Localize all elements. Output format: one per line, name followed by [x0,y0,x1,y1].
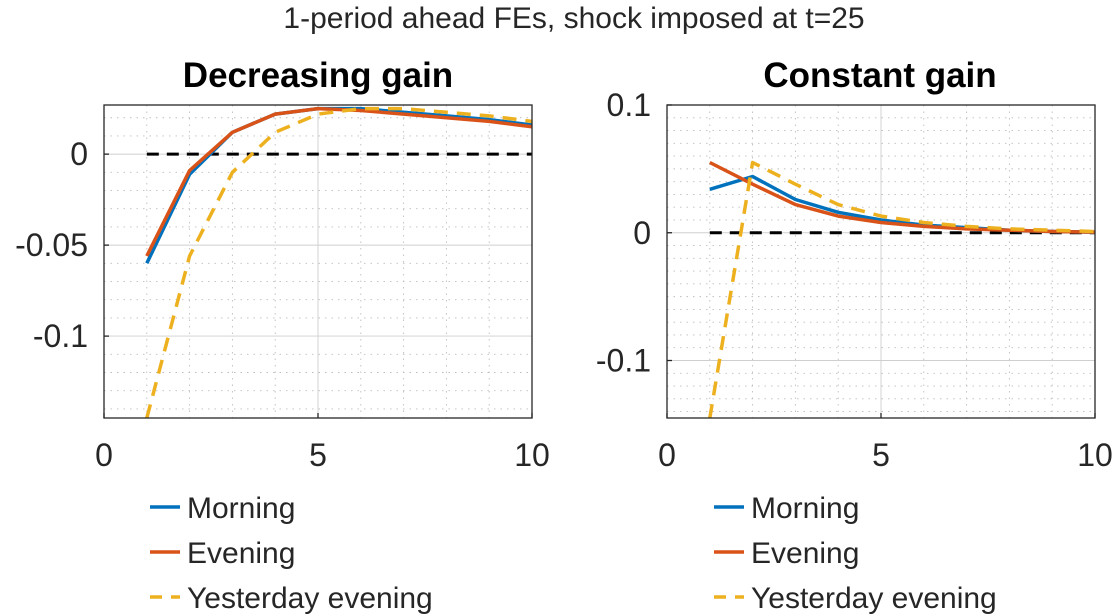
series-line-yesterday-evening [145,106,532,418]
x-tick-label: 0 [658,437,676,473]
y-tick-label: -0.1 [33,318,88,354]
x-tick-label: 0 [95,437,113,473]
legend: Morning Evening Yesterday evening [150,492,433,615]
tick-layer: 0 5 10 -0.1 0 0.1 [596,87,1113,473]
y-tick-label: -0.1 [596,343,651,379]
chart-title: Constant gain [763,56,996,95]
y-tick-label: 0.1 [607,87,651,123]
legend-label-yesterday-evening: Yesterday evening [751,582,997,615]
grid-layer [103,105,533,418]
legend-label-evening: Evening [187,537,295,570]
y-tick-label: 0 [70,136,88,172]
legend-label-yesterday-evening: Yesterday evening [187,582,433,615]
panel-decreasing-gain: Decreasing gain 0 5 10 -0.1 -0.05 0 Morning Ev… [15,56,550,615]
chart-title: Decreasing gain [183,56,453,95]
series-layer [145,106,532,418]
figure-suptitle: 1-period ahead FEs, shock imposed at t=2… [283,2,864,35]
x-tick-label: 5 [872,437,890,473]
grid-layer [666,104,1096,418]
series-line-evening [709,160,1095,234]
y-tick-label: -0.05 [15,227,88,263]
y-tick-label: 0 [633,215,651,251]
series-layer [708,160,1095,418]
series-line-morning [145,106,532,265]
panel-constant-gain: Constant gain 0 5 10 -0.1 0 0.1 Morning Evenin… [596,56,1113,615]
x-tick-label: 10 [514,437,550,473]
x-tick-label: 10 [1077,437,1113,473]
legend-label-morning: Morning [187,492,295,525]
series-line-yesterday-evening [708,160,1095,418]
legend: Morning Evening Yesterday evening [714,492,997,615]
series-line-evening [145,106,532,257]
x-tick-label: 5 [309,437,327,473]
legend-label-morning: Morning [751,492,859,525]
tick-layer: 0 5 10 -0.1 -0.05 0 [15,136,550,473]
legend-label-evening: Evening [751,537,859,570]
